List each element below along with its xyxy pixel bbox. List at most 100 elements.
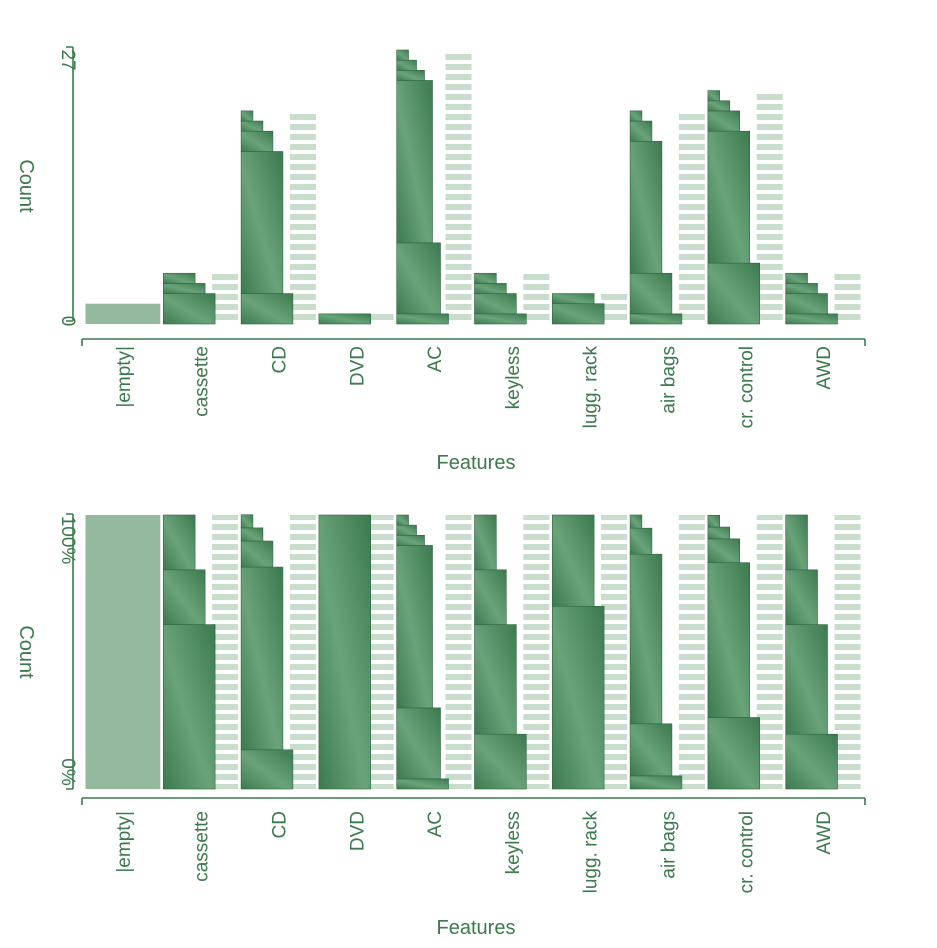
count-bars [85,49,861,325]
y-axis-line [66,46,74,322]
x-tick-label: AC [425,346,446,372]
bar-segment [785,514,808,571]
bar-segment [396,524,417,536]
bar-segment [707,100,731,112]
y-axis-title: Count [15,625,37,679]
x-tick-label: AWD [814,346,835,390]
bar-stripe-band [601,293,628,324]
x-tick-label: keyless [503,346,524,409]
bar-segment [785,313,838,325]
bar-segment [396,49,409,61]
bar-segment [474,272,497,284]
bar-segment [629,514,643,529]
x-axis-line [81,338,866,346]
x-tick-label: DVD [347,811,368,851]
bar-segment [474,569,507,625]
bar-segment [785,272,808,284]
bar-stripe-band [678,515,705,789]
x-tick-label: air bags [659,811,680,879]
bar-segment [707,130,751,264]
percent-chart-panel: 0% 100% Count |empty| cassette CD DVD AC keyl… [15,513,866,939]
x-tick-label: air bags [659,346,680,414]
y-tick-label: 27 [57,49,78,70]
bar-segment [396,514,409,526]
bar-stripe-band [367,313,394,324]
bar-segment [396,69,425,81]
bar-stripe-band [212,273,239,324]
bar-segment [240,540,274,568]
bar-segment [629,141,663,274]
bar-segment [240,527,264,542]
bar-segment [240,293,294,325]
bar-segment [474,283,507,294]
x-axis-line [81,797,866,805]
bar-stripe-band [523,515,550,789]
bar-empty [85,515,161,789]
bar-segment [240,130,274,152]
x-tick-label: |empty| [114,811,135,873]
percent-bars [85,514,861,790]
bar-stripe-band [601,515,628,789]
bar-segment [551,605,605,790]
bar-segment [474,313,527,325]
bar-segment [240,110,254,122]
y-axis-title: Count [15,159,37,213]
x-tick-label: |empty| [114,346,135,408]
bar-segment [707,90,721,102]
bar-stripe-band [289,515,316,789]
bar-segment [785,569,818,625]
bar-segment [551,303,605,325]
bar-stripe-band [445,50,472,324]
bar-segment [629,110,643,122]
x-tick-label: AWD [814,811,835,855]
bar-segment [240,120,264,132]
bar-segment [707,526,731,540]
bar-segment [551,293,595,305]
x-tick-label: keyless [503,811,524,874]
bar-segment [240,749,294,790]
bar-stripe-band [678,110,705,324]
bar-segment [629,313,683,325]
bar-segment [785,293,828,315]
y-tick-labels: 0% 100% [57,516,78,786]
x-tick-label: CD [270,346,291,373]
bar-segment [396,80,433,244]
bar-segment [474,624,517,735]
bar-segment [163,293,216,325]
bar-stripe-band [445,515,472,789]
bar-segment [629,723,673,777]
bar-segment [163,514,196,571]
bar-segment [707,717,761,790]
bar-segment [629,527,653,555]
bar-stripe-band [756,515,783,789]
y-tick-label: 0 [57,316,78,327]
x-tick-label: cassette [192,346,213,417]
bar-stripe-band [212,515,239,789]
bar-segment [240,151,284,294]
bar-segment [785,283,818,294]
bar-segment [396,534,425,546]
bar-segment [474,733,527,790]
x-axis-title: Features [437,452,516,474]
bar-segment [396,707,441,780]
x-tick-labels: |empty| cassette CD DVD AC keyless lugg. rack a… [114,346,835,429]
x-tick-label: cr. control [736,346,757,428]
bar-segment [785,624,828,735]
bar-stripe-band [289,110,316,324]
bar-segment [707,110,741,132]
bar-segment [707,562,751,718]
bar-segment [396,242,441,315]
y-tick-label: 100% [57,516,78,565]
bar-stripe-band [367,515,394,789]
y-tick-labels: 0 27 [57,49,78,326]
bar-segment [396,313,449,325]
bar-stripe-band [834,515,861,789]
bar-segment [163,272,196,284]
bar-segment [396,545,433,709]
x-tick-label: AC [425,811,446,837]
bar-segment [163,569,206,625]
bar-segment [629,775,683,790]
bar-segment [318,313,371,325]
